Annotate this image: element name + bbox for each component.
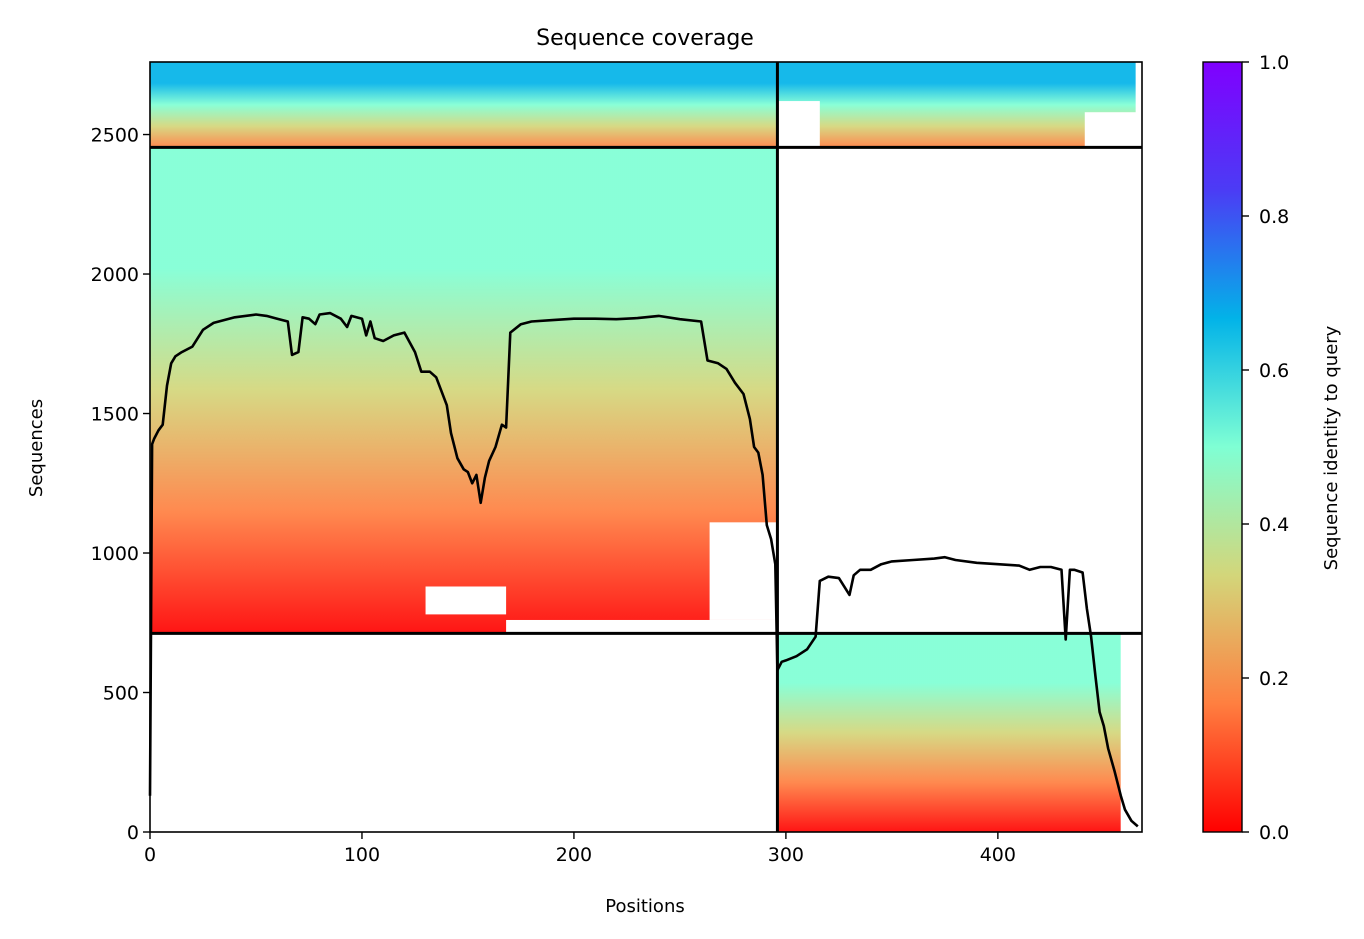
msa-block-chain-A-only: [150, 147, 778, 634]
alignment-gap: [1120, 633, 1142, 832]
alignment-gap: [777, 101, 820, 148]
alignment-gap: [425, 586, 507, 615]
y-tick-label: 500: [103, 683, 139, 705]
x-tick-label: 300: [768, 844, 804, 866]
colorbar-scale: [1202, 61, 1243, 833]
colorbar-tick-label: 0.6: [1259, 360, 1289, 382]
y-tick-label: 2000: [91, 264, 139, 286]
chart-title: Sequence coverage: [536, 26, 754, 51]
colorbar: 0.0 0.2 0.4 0.6 0.8 1.0: [1202, 52, 1289, 844]
colorbar-tick-label: 0.4: [1259, 514, 1289, 536]
x-tick-label: 200: [556, 844, 592, 866]
colorbar-tick-label: 0.8: [1259, 206, 1289, 228]
alignment-gap: [506, 619, 778, 634]
y-tick-label: 0: [127, 822, 139, 844]
x-tick-label: 0: [144, 844, 156, 866]
colorbar-tick-label: 0.2: [1259, 668, 1289, 690]
x-tick-label: 400: [980, 844, 1016, 866]
alignment-gap: [1084, 112, 1142, 148]
x-tick-label: 100: [344, 844, 380, 866]
msa-block-chain-B-only-right: [777, 62, 1136, 148]
x-axis-label: Positions: [605, 896, 684, 917]
y-axis: 0 500 1000 1500 2000 2500: [91, 125, 150, 844]
msa-block-chain-B-only: [150, 62, 778, 148]
x-axis: 0 100 200 300 400: [144, 832, 1016, 866]
plot-frame: [149, 61, 1143, 833]
y-axis-label: Sequences: [26, 399, 47, 497]
msa-block-chain-B-lower: [777, 633, 1121, 832]
y-tick-label: 2500: [91, 125, 139, 147]
alignment-gap: [709, 522, 778, 620]
colorbar-label: Sequence identity to query: [1321, 325, 1342, 570]
colorbar-tick-label: 0.0: [1259, 822, 1289, 844]
plot-area: [148, 61, 1143, 833]
y-tick-label: 1500: [91, 404, 139, 426]
y-tick-label: 1000: [91, 543, 139, 565]
coverage-line: [148, 311, 1139, 828]
colorbar-tick-label: 1.0: [1259, 52, 1289, 74]
